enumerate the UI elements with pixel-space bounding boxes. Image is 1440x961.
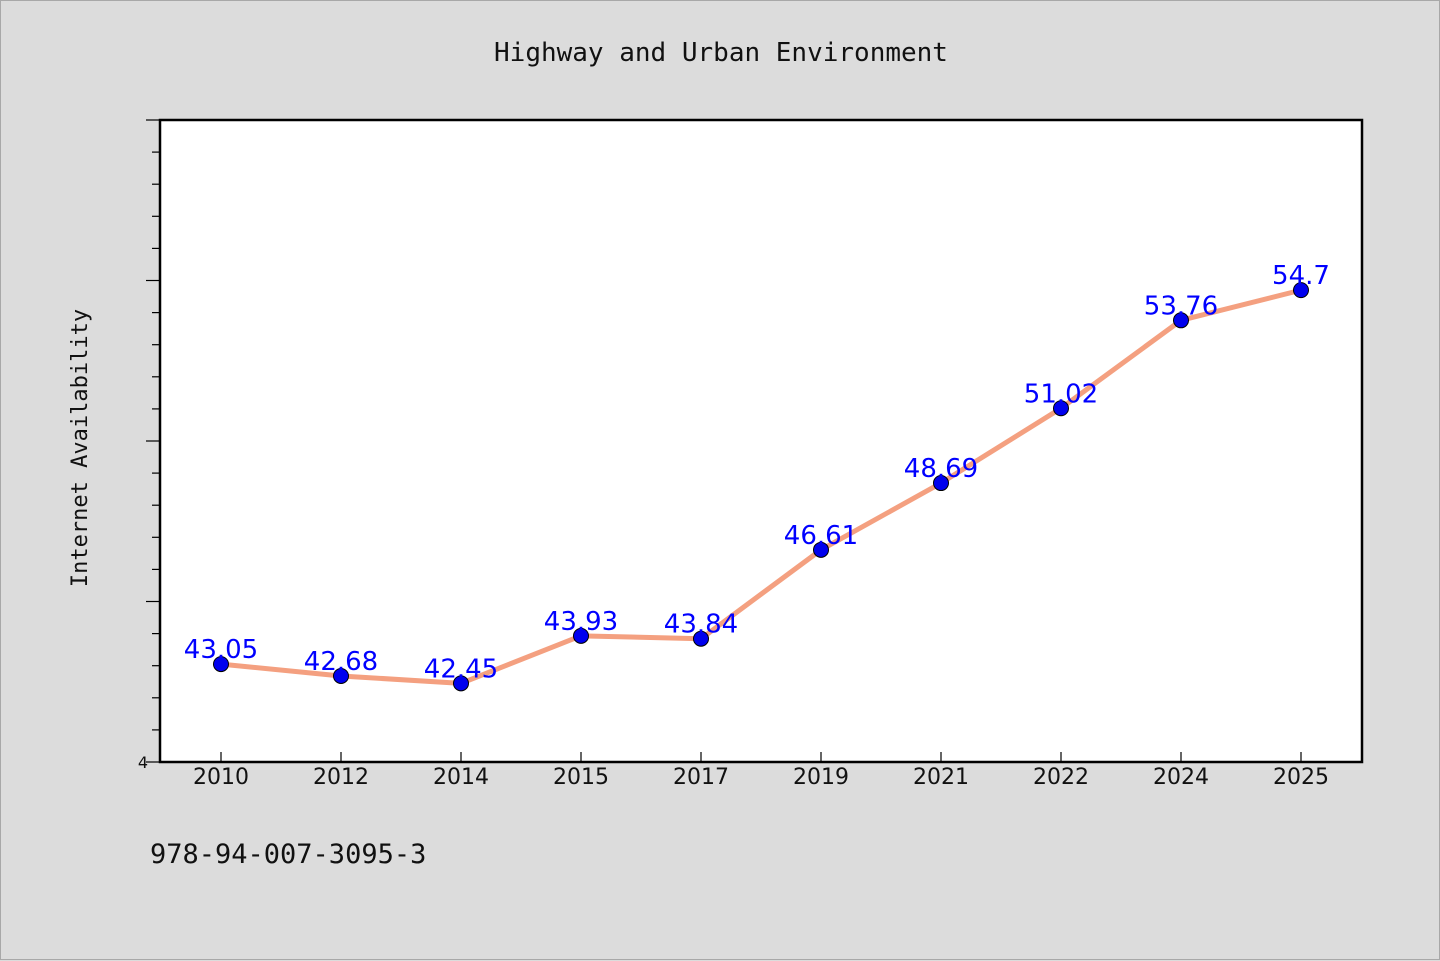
x-tick-label: 2022 xyxy=(1033,765,1089,790)
x-tick-label: 2010 xyxy=(193,765,249,790)
data-label: 43.84 xyxy=(664,610,738,640)
x-tick-label: 2024 xyxy=(1153,765,1209,790)
data-point xyxy=(573,627,589,644)
data-label: 48.69 xyxy=(904,454,978,484)
y-axis-ticks: 4 xyxy=(138,119,160,772)
chart-title: Highway and Urban Environment xyxy=(494,38,948,68)
x-tick-label: 2025 xyxy=(1273,765,1329,790)
data-point xyxy=(693,630,709,647)
footnote-isbn: 978-94-007-3095-3 xyxy=(150,839,426,870)
plot-area xyxy=(158,118,1364,764)
data-point xyxy=(333,667,349,684)
data-label: 43.93 xyxy=(544,607,618,637)
data-label: 54.7 xyxy=(1272,261,1330,291)
x-tick-label: 2014 xyxy=(433,765,489,790)
x-axis-ticks: 2010 2012 2014 2015 2017 2019 2021 2022 2024 2025 xyxy=(193,752,1329,790)
x-tick-label: 2021 xyxy=(913,765,969,790)
data-label: 43.05 xyxy=(184,635,258,665)
data-label: 46.61 xyxy=(784,521,858,551)
y-tick-label: 4 xyxy=(138,753,148,772)
series-layer: 43.05 42.68 42.45 43.93 43.84 46.61 48.69 51.02… xyxy=(184,261,1330,692)
data-point xyxy=(1173,312,1189,329)
y-axis-label: Internet Availability xyxy=(68,309,93,587)
data-label: 42.45 xyxy=(424,654,498,684)
data-label: 42.68 xyxy=(304,647,378,677)
data-point xyxy=(453,675,469,692)
series-line xyxy=(218,287,1304,686)
data-label: 51.02 xyxy=(1024,379,1098,409)
x-tick-label: 2015 xyxy=(553,765,609,790)
data-point xyxy=(813,541,829,558)
data-point xyxy=(933,475,949,492)
data-point xyxy=(213,656,229,673)
data-point xyxy=(1053,400,1069,417)
data-point xyxy=(1293,282,1309,299)
x-tick-label: 2019 xyxy=(793,765,849,790)
data-label: 53.76 xyxy=(1144,291,1218,321)
x-tick-label: 2017 xyxy=(673,765,729,790)
x-tick-label: 2012 xyxy=(313,765,369,790)
